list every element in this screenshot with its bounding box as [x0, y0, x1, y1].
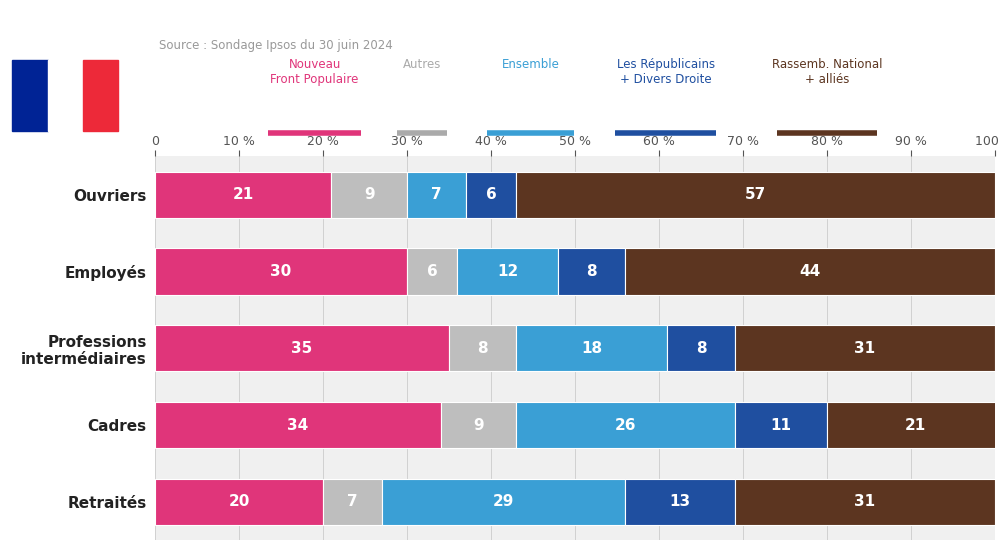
Text: www.elucid.media: www.elucid.media — [877, 547, 985, 559]
Text: Les Républicains
+ Divers Droite: Les Républicains + Divers Droite — [617, 58, 715, 86]
Text: 8: 8 — [477, 341, 488, 356]
Bar — [382, 479, 625, 525]
Text: 31: 31 — [854, 341, 875, 356]
Bar — [155, 402, 441, 448]
Text: 8: 8 — [586, 264, 597, 279]
Bar — [83, 60, 118, 131]
Bar — [667, 325, 735, 371]
Bar — [457, 249, 558, 295]
Bar — [407, 171, 466, 218]
Text: Nouveau
Front Populaire: Nouveau Front Populaire — [270, 58, 359, 86]
Bar — [735, 479, 995, 525]
Bar — [449, 325, 516, 371]
Text: 30: 30 — [270, 264, 292, 279]
Text: 34: 34 — [287, 418, 308, 433]
Text: 18: 18 — [581, 341, 602, 356]
Bar — [516, 325, 667, 371]
Text: 31: 31 — [854, 494, 875, 510]
Text: 6: 6 — [486, 187, 496, 202]
Text: Décomposition des votes des Français aux Législatives 2024 selon la profession: Décomposition des votes des Français aux… — [165, 8, 950, 27]
Bar — [625, 249, 995, 295]
Bar — [625, 479, 735, 525]
Text: 7: 7 — [347, 494, 358, 510]
Text: Ensemble: Ensemble — [502, 58, 559, 71]
Text: 7: 7 — [431, 187, 442, 202]
Text: 21: 21 — [233, 187, 254, 202]
Text: 9: 9 — [473, 418, 484, 433]
Bar — [516, 402, 735, 448]
Bar — [558, 249, 625, 295]
Text: 9: 9 — [364, 187, 375, 202]
Text: 21: 21 — [905, 418, 926, 433]
Bar — [466, 171, 516, 218]
Text: 20: 20 — [228, 494, 250, 510]
Text: Autres: Autres — [403, 58, 441, 71]
Bar — [441, 402, 516, 448]
Bar — [155, 325, 449, 371]
Bar — [12, 60, 48, 131]
Text: 11: 11 — [770, 418, 791, 433]
Bar — [331, 171, 407, 218]
Bar — [735, 402, 827, 448]
Text: Source : Sondage Ipsos du 30 juin 2024: Source : Sondage Ipsos du 30 juin 2024 — [159, 39, 393, 53]
Bar — [155, 479, 323, 525]
Bar — [407, 249, 457, 295]
Text: ÉLUCID: ÉLUCID — [36, 8, 119, 27]
Text: 12: 12 — [497, 264, 518, 279]
Text: 8: 8 — [696, 341, 706, 356]
Bar — [516, 171, 995, 218]
Bar — [735, 325, 995, 371]
Text: 6: 6 — [427, 264, 438, 279]
Text: Rassemb. National
+ alliés: Rassemb. National + alliés — [772, 58, 882, 86]
Text: 26: 26 — [615, 418, 636, 433]
Text: 29: 29 — [493, 494, 514, 510]
Text: 57: 57 — [745, 187, 766, 202]
Bar — [323, 479, 382, 525]
Text: 13: 13 — [669, 494, 691, 510]
Text: 35: 35 — [291, 341, 313, 356]
Bar — [827, 402, 1000, 448]
Text: 44: 44 — [800, 264, 821, 279]
Bar — [155, 171, 331, 218]
Bar — [155, 249, 407, 295]
Bar — [48, 60, 83, 131]
